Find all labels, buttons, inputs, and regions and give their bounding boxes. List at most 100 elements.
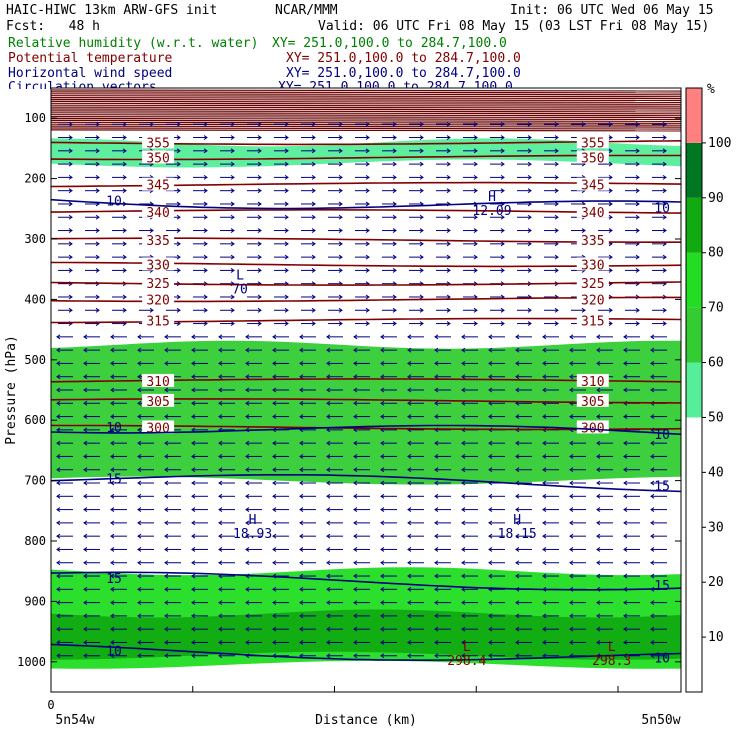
wind-vector-head <box>284 121 289 127</box>
wind-vector-head <box>380 480 385 486</box>
wind-vector-head <box>650 573 655 579</box>
wind-vector-head <box>596 507 601 513</box>
wind-vector-head <box>95 214 100 220</box>
wind-vector-head <box>56 653 61 659</box>
wind-vector-head <box>407 493 412 499</box>
wind-vector-head <box>461 467 466 473</box>
colorbar-band <box>686 197 702 253</box>
wind-vector-head <box>515 653 520 659</box>
theta-strat-line <box>51 89 681 92</box>
wind-vector-head <box>257 321 262 326</box>
wind-vector-head <box>176 267 181 273</box>
wind-vector-head <box>203 228 208 233</box>
wind-vector-head <box>527 188 532 194</box>
wind-vector-head <box>245 520 250 526</box>
wind-vector-head <box>407 547 412 552</box>
wind-vector-head <box>56 547 61 552</box>
wind-vector-head <box>608 214 613 220</box>
wind-vector-head <box>635 121 640 127</box>
wind-vector-head <box>365 188 370 194</box>
wind-vector-head <box>191 626 196 632</box>
wind-vector-head <box>461 440 466 446</box>
wind-vector-head <box>353 374 358 380</box>
wind-speed-label: 10 <box>654 428 670 443</box>
wind-vector-head <box>176 201 181 207</box>
wind-vector-head <box>515 573 520 579</box>
wind-vector-head <box>230 294 235 300</box>
colorbar-unit: % <box>707 82 715 97</box>
wind-vector-head <box>95 174 100 180</box>
theta-label: 345 <box>146 179 169 194</box>
wind-vector-head <box>554 174 559 180</box>
wind-vector-head <box>569 361 574 366</box>
theta-label-bg <box>576 292 609 306</box>
wind-vector-head <box>446 254 451 260</box>
wind-vector-head <box>542 533 547 539</box>
wind-vector-head <box>326 547 331 552</box>
wind-vector-head <box>110 613 115 619</box>
wind-vector-head <box>257 174 262 180</box>
wind-vector-head <box>338 307 343 313</box>
wind-vector-head <box>380 520 385 526</box>
wind-vector-head <box>257 228 262 233</box>
wind-vector-head <box>284 214 289 220</box>
wind-vector-head <box>56 387 61 393</box>
wind-vector-head <box>650 361 655 366</box>
wind-vector-head <box>176 135 181 140</box>
wind-vector-head <box>380 400 385 406</box>
wind-vector-head <box>137 493 142 499</box>
wind-vector-head <box>137 467 142 473</box>
wind-vector-head <box>515 347 520 353</box>
wind-vector-head <box>245 414 250 419</box>
wind-vector-head <box>56 573 61 579</box>
wind-vector-head <box>137 454 142 459</box>
wind-vector-head <box>68 135 73 140</box>
wind-vector-head <box>623 440 628 446</box>
wind-vector-head <box>299 414 304 419</box>
wind-vector-head <box>95 188 100 194</box>
wind-vector-head <box>137 626 142 632</box>
wind-vector-head <box>380 653 385 659</box>
wind-vector-head <box>542 613 547 619</box>
theta-strat-line <box>51 98 681 102</box>
wind-vector-head <box>56 400 61 406</box>
wind-vector-head <box>218 334 223 340</box>
wind-vector-head <box>83 626 88 632</box>
wind-vector-head <box>284 188 289 194</box>
wind-vector-head <box>56 347 61 353</box>
wind-vector-head <box>164 480 169 486</box>
wind-vector-head <box>392 174 397 180</box>
wind-vector-head <box>326 520 331 526</box>
extremum-letter: L <box>463 640 471 655</box>
wind-vector-head <box>542 493 547 499</box>
wind-vector-head <box>245 507 250 513</box>
extremum-letter: L <box>236 268 244 283</box>
wind-vector-head <box>326 533 331 539</box>
wind-vector-head <box>380 347 385 353</box>
wind-vector-head <box>596 533 601 539</box>
wind-vector-head <box>608 267 613 273</box>
wind-vector-head <box>164 493 169 499</box>
wind-vector-head <box>527 267 532 273</box>
wind-vector-head <box>542 560 547 566</box>
theta-label: 335 <box>581 234 604 249</box>
wind-vector-head <box>488 573 493 579</box>
wind-vector-head <box>434 400 439 406</box>
wind-vector-head <box>365 121 370 127</box>
extremum-value: 18.15 <box>498 527 537 542</box>
colorbar-band <box>686 362 702 418</box>
wind-vector-head <box>623 560 628 566</box>
wind-vector-head <box>311 121 316 127</box>
wind-vector-head <box>488 640 493 645</box>
wind-vector-head <box>218 347 223 353</box>
theta-label-bg <box>576 204 609 218</box>
wind-vector-head <box>461 374 466 380</box>
wind-vector-head <box>461 653 466 659</box>
wind-vector-head <box>446 188 451 194</box>
colorbar-tick-label: 20 <box>708 575 724 590</box>
wind-vector-head <box>176 241 181 247</box>
wind-vector-head <box>164 586 169 592</box>
theta-label: 335 <box>146 234 169 249</box>
wind-vector-head <box>515 560 520 566</box>
wind-vector-head <box>488 653 493 659</box>
